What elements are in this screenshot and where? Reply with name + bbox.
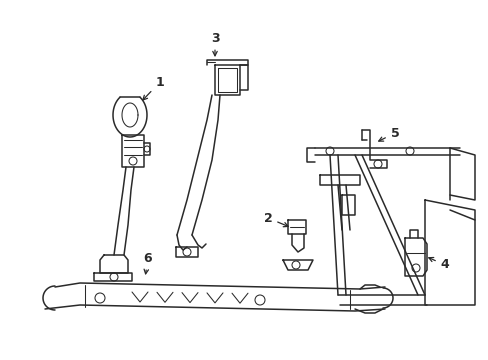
Text: 3: 3 <box>210 32 219 56</box>
Text: 1: 1 <box>142 76 164 100</box>
Text: 4: 4 <box>428 257 448 271</box>
Text: 5: 5 <box>378 126 399 141</box>
Text: 2: 2 <box>263 212 287 227</box>
Text: 6: 6 <box>143 252 152 274</box>
